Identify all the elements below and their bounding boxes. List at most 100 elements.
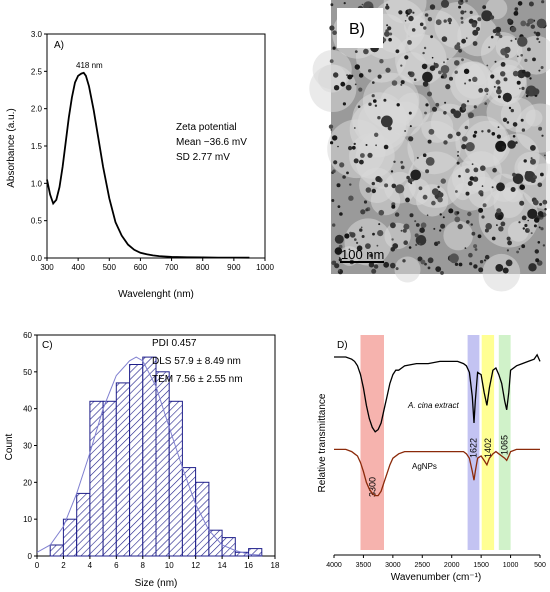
nanoparticle [372, 232, 375, 236]
nanoparticle [497, 126, 500, 128]
nanoparticle [423, 46, 427, 50]
nanoparticle [464, 82, 467, 85]
zeta-sd: SD 2.77 mV [176, 152, 230, 163]
nanoparticle [330, 129, 333, 131]
nanoparticle [490, 15, 495, 20]
x-tick-label: 14 [218, 561, 227, 570]
nanoparticle [347, 74, 353, 80]
nanoparticle [422, 81, 429, 87]
nanoparticle [443, 111, 447, 115]
histogram-bar [102, 400, 117, 557]
nanoparticle [329, 59, 334, 63]
nanoparticle [332, 30, 337, 35]
nanoparticle [332, 135, 338, 141]
nanoparticle [420, 259, 426, 265]
nanoparticle [464, 125, 469, 130]
nanoparticle [506, 236, 511, 241]
band-label: 1402 [483, 438, 493, 458]
nanoparticle [422, 65, 426, 69]
nanoparticle [532, 88, 540, 96]
nanoparticle [526, 22, 530, 27]
y-tick-label: 1.5 [31, 142, 43, 151]
x-tick-label: 2500 [414, 562, 430, 569]
nanoparticle [510, 187, 516, 192]
nanoparticle [527, 228, 530, 231]
nanoparticle [537, 241, 541, 244]
nanoparticle [461, 38, 466, 44]
nanoparticle [454, 262, 459, 266]
nanoparticle [414, 220, 417, 223]
nanoparticle [435, 102, 440, 107]
panel-d-label: D) [337, 340, 348, 351]
x-tick-label: 500 [103, 263, 117, 272]
nanoparticle [483, 259, 487, 262]
nanoparticle [380, 115, 393, 128]
nanoparticle [544, 154, 546, 157]
nanoparticle [410, 169, 422, 181]
histogram-bar [155, 371, 170, 557]
nanoparticle [484, 254, 490, 260]
nanoparticle [342, 102, 346, 106]
nanoparticle [473, 167, 479, 173]
nanoparticle [337, 145, 339, 148]
nanoparticle [500, 221, 506, 227]
nanoparticle [391, 80, 398, 86]
nanoparticle [417, 256, 423, 262]
nanoparticle [371, 94, 375, 98]
nanoparticle [361, 235, 365, 238]
nanoparticle [431, 188, 439, 196]
nanoparticle [496, 88, 502, 95]
nanoparticle [465, 0, 468, 3]
nanoparticle [530, 157, 533, 160]
nanoparticle [365, 187, 372, 193]
nanoparticle [456, 131, 461, 137]
nanoparticle [427, 139, 432, 144]
nanoparticle [348, 146, 353, 151]
nanoparticle [495, 31, 501, 37]
nanoparticle [456, 161, 460, 165]
nanoparticle [465, 37, 468, 40]
nanoparticle [449, 253, 459, 264]
nanoparticle [514, 38, 517, 40]
nanoparticle [470, 223, 473, 226]
nanoparticle [482, 5, 487, 9]
nanoparticle [538, 226, 541, 229]
nanoparticle [497, 214, 503, 221]
panel-b-label-box [337, 8, 383, 48]
nanoparticle [521, 86, 525, 90]
nanoparticle [413, 78, 417, 81]
nanoparticle [398, 10, 403, 15]
nanoparticle [538, 69, 541, 72]
nanoparticle [512, 173, 524, 185]
nanoparticle [533, 31, 537, 34]
nanoparticle [356, 241, 359, 244]
nanoparticle [495, 79, 501, 85]
tem-light-region [443, 220, 474, 251]
nanoparticle [455, 190, 458, 193]
nanoparticle [360, 226, 363, 229]
nanoparticle [538, 261, 541, 264]
nanoparticle [354, 83, 357, 86]
nanoparticle [538, 126, 543, 131]
nanoparticle [530, 145, 536, 151]
nanoparticle [377, 116, 381, 120]
nanoparticle [332, 169, 336, 173]
x-tick-label: 4 [88, 561, 93, 570]
nanoparticle [395, 49, 400, 54]
panel-c-ylabel: Count [4, 433, 15, 460]
nanoparticle [390, 170, 394, 173]
nanoparticle [336, 183, 341, 188]
nanoparticle [472, 29, 479, 36]
x-tick-label: 700 [165, 263, 179, 272]
nanoparticle [332, 260, 337, 264]
tem-light-region [482, 253, 521, 292]
nanoparticle [402, 259, 406, 263]
nanoparticle [500, 71, 506, 77]
nanoparticle [458, 5, 462, 9]
nanoparticle [527, 47, 531, 52]
nanoparticle [385, 29, 389, 33]
nanoparticle [484, 87, 489, 93]
nanoparticle [415, 223, 420, 227]
nanoparticle [435, 19, 442, 26]
nanoparticle [460, 10, 465, 15]
